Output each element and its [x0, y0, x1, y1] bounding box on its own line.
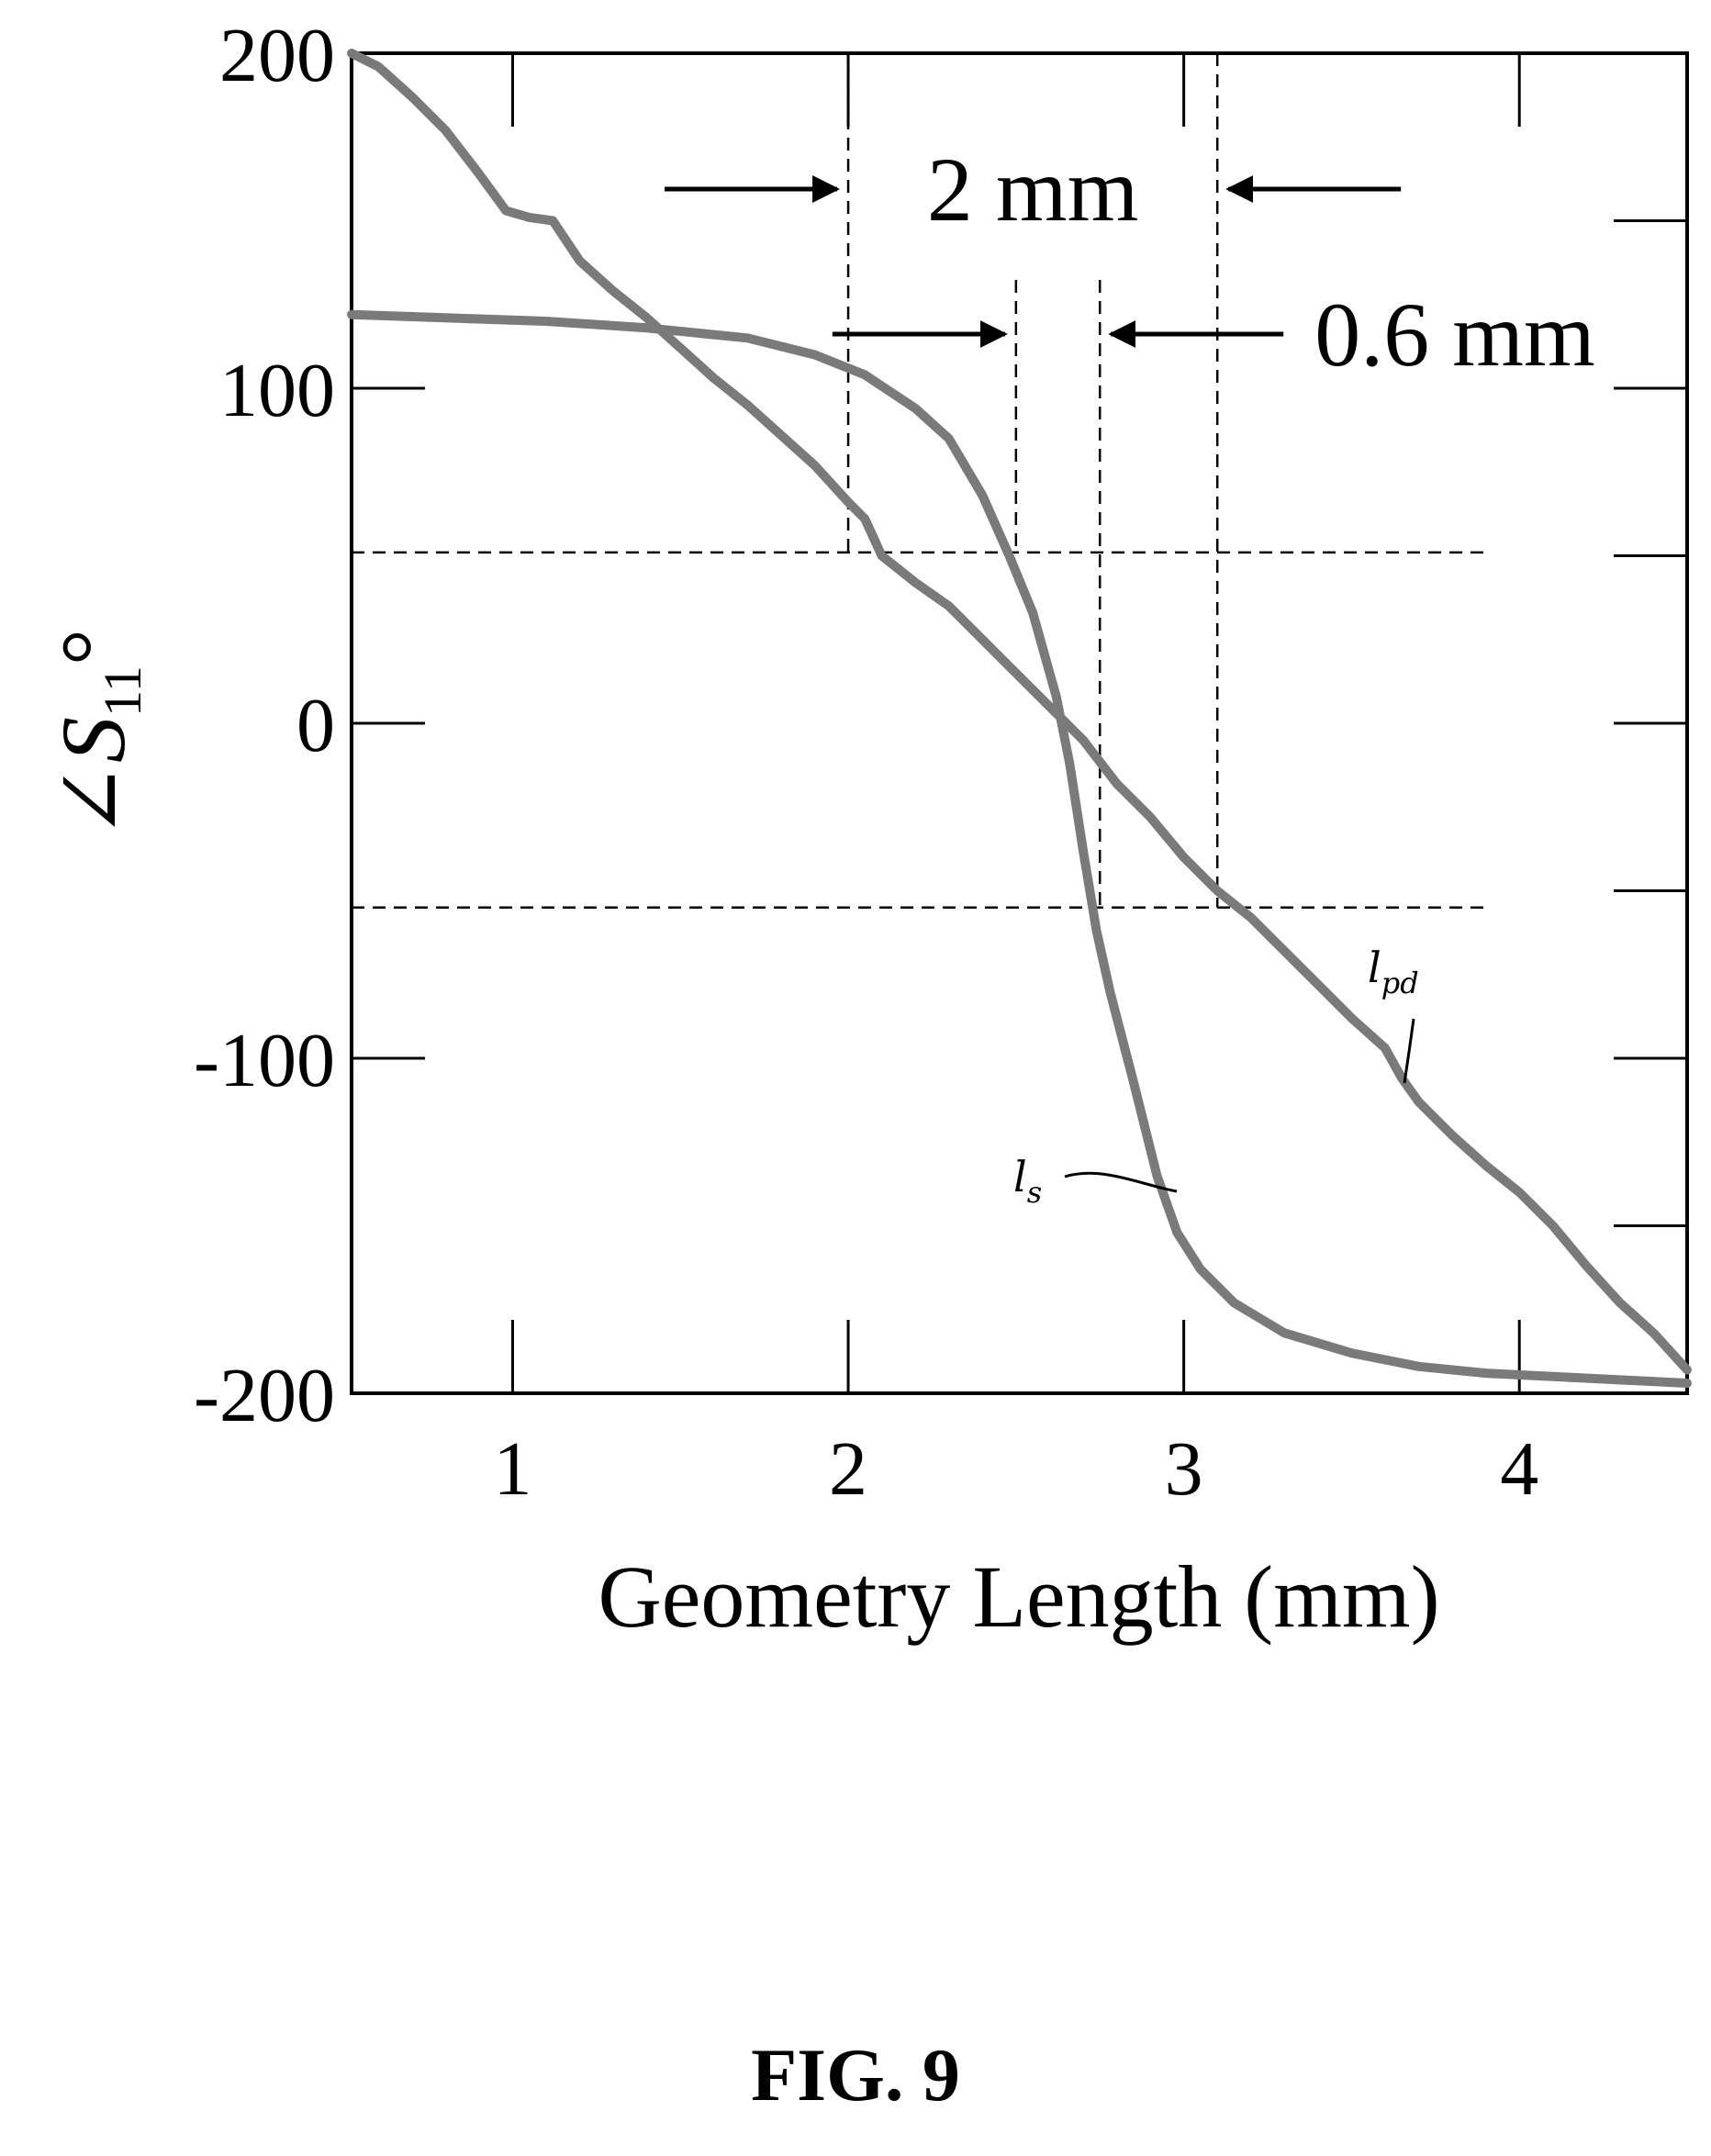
curve-label-lpd-sub: pd	[1381, 966, 1419, 1000]
series-line-l_pd	[347, 49, 1692, 1375]
curve-label-lpd-main: l	[1368, 943, 1381, 992]
span-2mm-label: 2 mm	[927, 139, 1139, 240]
axis-ticks	[352, 53, 1687, 1393]
y-tick-label-1: 100	[219, 348, 335, 433]
figure-caption: FIG. 9	[751, 2033, 960, 2117]
y-tick-label-4: -200	[194, 1353, 335, 1438]
span-annotations: 2 mm 0.6 mm	[665, 139, 1595, 385]
curve-label-ls-main: l	[1013, 1152, 1027, 1201]
x-tick-label-0: 1	[493, 1426, 531, 1512]
span-06mm-label: 0.6 mm	[1314, 284, 1595, 385]
x-tick-label-2: 3	[1165, 1426, 1203, 1512]
curve-label-ls-leader	[1064, 1171, 1178, 1193]
x-tick-label-1: 2	[829, 1426, 867, 1512]
angle-symbol: ∠	[42, 763, 144, 840]
data-curves	[347, 49, 1692, 1388]
x-tick-label-3: 4	[1500, 1426, 1538, 1512]
tick-labels: 1 2 3 4 200 100 0 -100 -200	[194, 13, 1538, 1512]
y-tick-label-3: -100	[194, 1018, 335, 1103]
curve-label-ls-sub: s	[1027, 1175, 1042, 1210]
y-tick-label-2: 0	[296, 683, 335, 768]
series-line-l_s	[347, 309, 1692, 1388]
curve-label-lpd: lpd	[1368, 943, 1419, 1000]
degree-symbol: °	[42, 629, 144, 665]
y-axis-symbol: S	[42, 717, 144, 763]
curve-label-ls: ls	[1013, 1152, 1042, 1210]
y-tick-label-0: 200	[219, 13, 335, 98]
x-axis-title: Geometry Length (mm)	[598, 1547, 1439, 1646]
curve-label-lpd-leader	[1403, 1018, 1415, 1084]
reference-lines	[352, 53, 1486, 909]
y-axis-title: ∠S11°	[42, 629, 152, 840]
y-axis-subscript: 11	[93, 665, 152, 717]
